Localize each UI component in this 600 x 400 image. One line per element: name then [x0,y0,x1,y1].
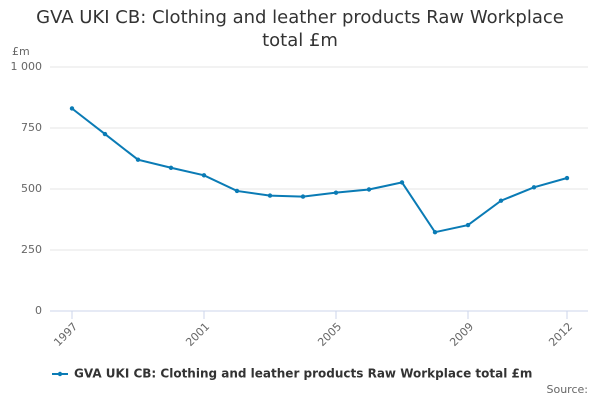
x-tick-label: 2005 [315,320,344,349]
point [399,180,405,185]
chart-title: GVA UKI CB: Clothing and leather product… [36,7,564,51]
x-tick-label: 2012 [546,320,575,349]
point [333,190,339,195]
y-tick-label: 0 [35,304,42,317]
point [168,165,174,170]
legend-marker [57,371,63,377]
point [300,194,306,199]
point [201,173,207,178]
point [432,229,438,235]
point [366,187,372,192]
point [465,222,471,228]
y-tick-label: 750 [21,121,42,134]
x-tick-label: 2001 [183,320,212,349]
series-line [71,107,568,234]
point [564,175,570,181]
y-tick-label: 1 000 [11,60,43,73]
point [102,131,108,137]
source: Source: [547,383,589,396]
point [498,198,504,203]
y-tick-label: 500 [21,182,42,195]
y-tick-label: 250 [21,243,42,256]
point [69,106,75,111]
x-tick-label: 2009 [447,320,476,349]
point [531,185,537,190]
y-axis-label: £m [12,45,30,58]
point [267,193,273,198]
point [135,157,141,162]
x-tick-label: 1997 [51,320,80,349]
legend-label: GVA UKI CB: Clothing and leather product… [74,367,532,381]
point [234,188,240,194]
